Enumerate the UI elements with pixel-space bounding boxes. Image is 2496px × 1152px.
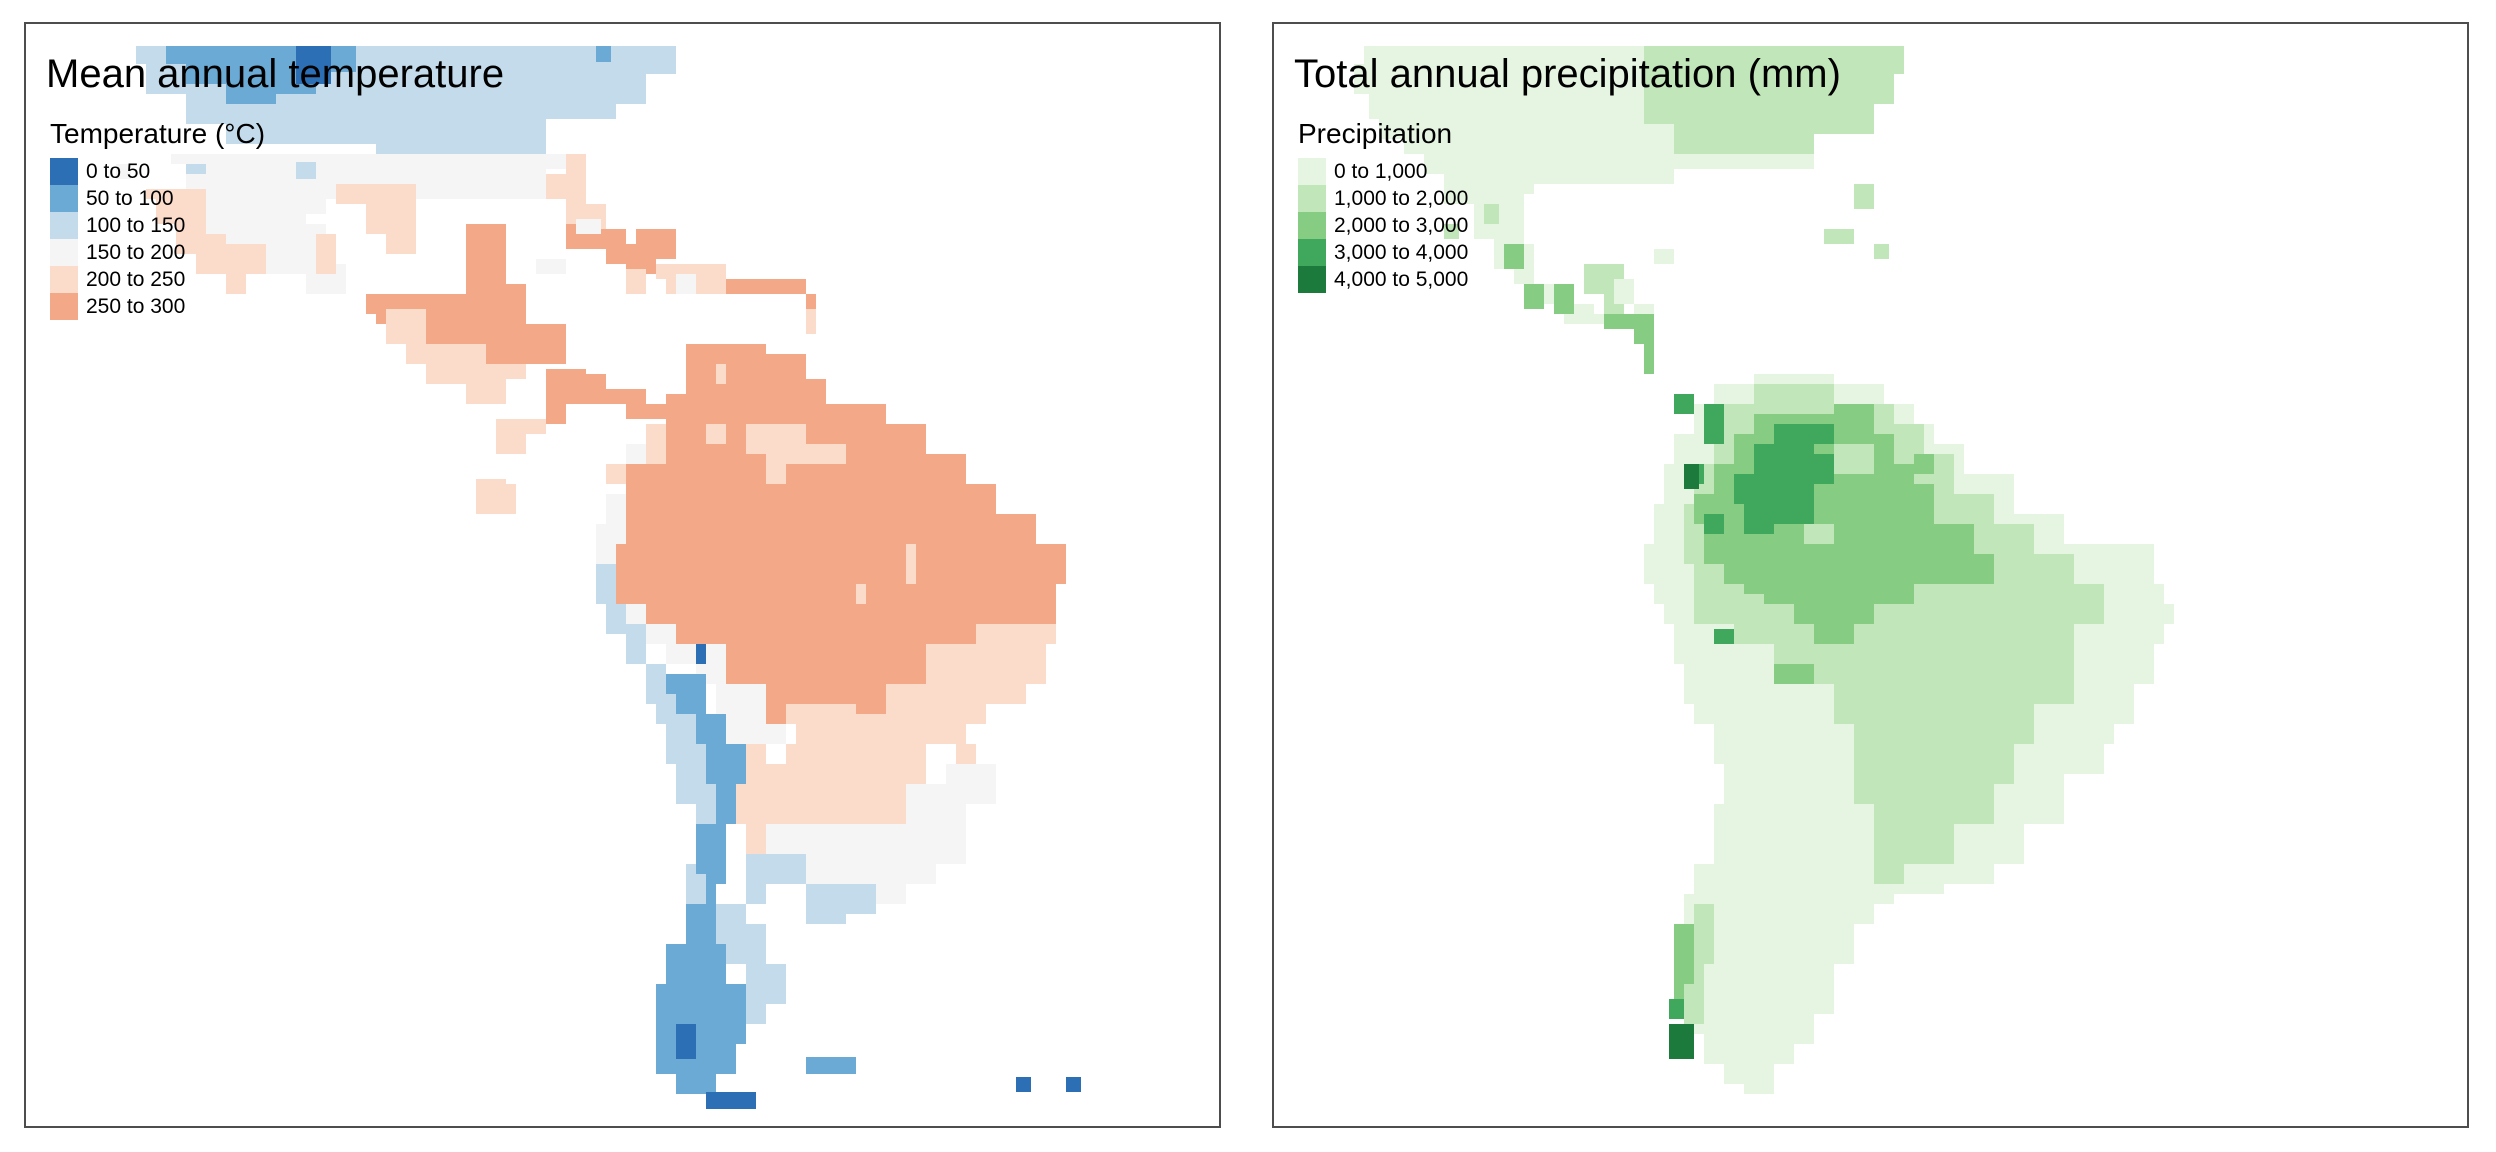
legend-label: 100 to 150 xyxy=(86,213,186,237)
legend-label: 200 to 250 xyxy=(86,267,186,291)
legend-swatch xyxy=(50,293,78,320)
legend-label: 1,000 to 2,000 xyxy=(1334,186,1469,210)
legend-item: 100 to 150 xyxy=(50,212,265,239)
legend-swatch xyxy=(1298,212,1326,239)
legend-swatch xyxy=(1298,239,1326,266)
legend-label: 50 to 100 xyxy=(86,186,174,210)
temperature-raster-north xyxy=(116,46,816,454)
temperature-raster-south xyxy=(476,344,1081,1109)
precipitation-legend: Precipitation 0 to 1,000 1,000 to 2,000 … xyxy=(1298,118,1468,293)
legend-label: 0 to 1,000 xyxy=(1334,159,1428,183)
legend-swatch xyxy=(50,185,78,212)
legend-label: 250 to 300 xyxy=(86,294,186,318)
legend-item: 2,000 to 3,000 xyxy=(1298,212,1468,239)
legend-label: 2,000 to 3,000 xyxy=(1334,213,1469,237)
legend-item: 50 to 100 xyxy=(50,185,265,212)
map-title: Mean annual temperature xyxy=(46,52,505,96)
precipitation-raster-north xyxy=(1354,46,1904,374)
legend-label: 150 to 200 xyxy=(86,240,186,264)
legend-title: Precipitation xyxy=(1298,118,1453,149)
legend-swatch xyxy=(1298,185,1326,212)
legend-item: 0 to 50 xyxy=(50,158,265,185)
precipitation-map-panel: Total annual precipitation (mm) Precipit… xyxy=(1272,22,2469,1128)
legend-item: 0 to 1,000 xyxy=(1298,158,1468,185)
legend-swatch xyxy=(50,266,78,293)
temperature-legend: Temperature (°C) 0 to 50 50 to 100 100 t… xyxy=(50,118,265,320)
legend-swatch xyxy=(50,239,78,266)
legend-item: 200 to 250 xyxy=(50,266,265,293)
legend-item: 1,000 to 2,000 xyxy=(1298,185,1468,212)
legend-swatch xyxy=(50,212,78,239)
legend-label: 0 to 50 xyxy=(86,159,151,183)
precipitation-map xyxy=(1354,46,2174,1094)
legend-label: 3,000 to 4,000 xyxy=(1334,240,1469,264)
legend-title: Temperature (°C) xyxy=(50,118,266,149)
legend-swatch xyxy=(1298,158,1326,185)
legend-item: 3,000 to 4,000 xyxy=(1298,239,1468,266)
legend-item: 250 to 300 xyxy=(50,293,265,320)
legend-label: 4,000 to 5,000 xyxy=(1334,267,1469,291)
legend-item: 4,000 to 5,000 xyxy=(1298,266,1468,293)
map-title: Total annual precipitation (mm) xyxy=(1294,52,1841,96)
legend-swatch xyxy=(1298,266,1326,293)
temperature-map-panel: Mean annual temperature Temperature (°C)… xyxy=(24,22,1221,1128)
precipitation-raster-south xyxy=(1644,374,2174,1094)
temperature-map xyxy=(116,46,1081,1109)
legend-swatch xyxy=(50,158,78,185)
legend-item: 150 to 200 xyxy=(50,239,265,266)
